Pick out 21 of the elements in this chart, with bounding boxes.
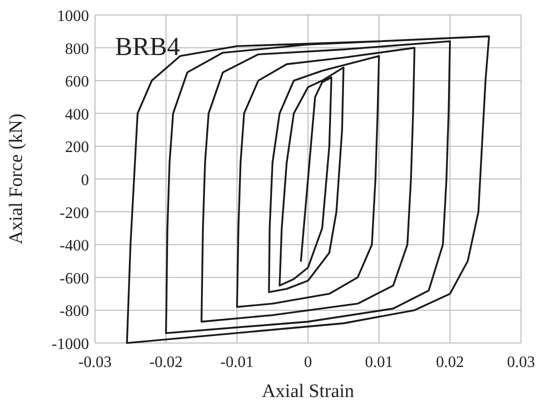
y-tick-label: -1000 bbox=[52, 336, 89, 353]
y-tick-label: 200 bbox=[65, 139, 89, 156]
x-tick-label: 0.01 bbox=[365, 354, 393, 371]
x-tick-label: -0.02 bbox=[149, 354, 183, 371]
x-tick-label: -0.01 bbox=[220, 354, 254, 371]
y-tick-label: -200 bbox=[60, 204, 89, 222]
y-tick-label: 800 bbox=[65, 40, 89, 58]
x-tick-label: 0.02 bbox=[436, 354, 464, 371]
x-axis-title: Axial Strain bbox=[262, 381, 355, 402]
y-tick-label: 600 bbox=[65, 74, 89, 91]
y-tick-label: -600 bbox=[60, 270, 89, 288]
y-tick-label: 400 bbox=[65, 106, 89, 124]
y-tick-label: -400 bbox=[60, 238, 89, 255]
x-tick-label: 0 bbox=[304, 354, 312, 371]
x-tick-label: -0.03 bbox=[78, 354, 112, 371]
y-tick-label: -800 bbox=[60, 303, 89, 320]
y-tick-label: 0 bbox=[81, 172, 89, 189]
annotation: BRB4 bbox=[115, 32, 180, 61]
y-axis-title: Axial Force (kN) bbox=[6, 114, 27, 244]
x-tick-label: 0.03 bbox=[507, 354, 535, 371]
y-tick-label: 1000 bbox=[57, 8, 89, 25]
